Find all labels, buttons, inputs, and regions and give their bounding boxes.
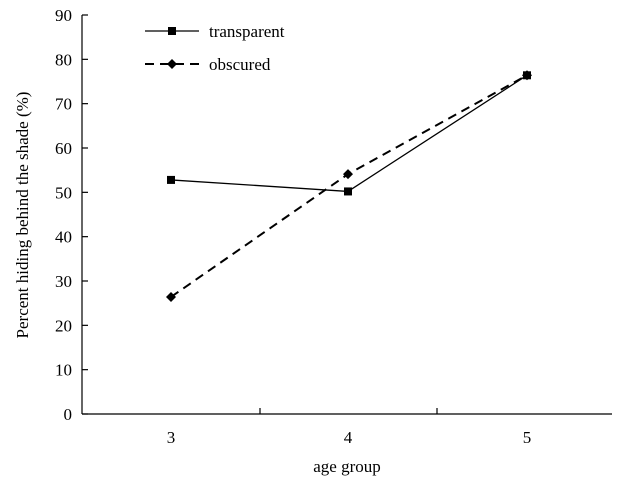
x-tick-label: 5 bbox=[523, 428, 532, 447]
data-point-diamond bbox=[167, 59, 177, 69]
legend: transparent obscured bbox=[145, 22, 285, 74]
y-tick-label: 0 bbox=[64, 405, 73, 424]
data-point-square bbox=[168, 27, 176, 35]
y-tick-label: 30 bbox=[55, 272, 72, 291]
y-axis-title: Percent hiding behind the shade (%) bbox=[13, 92, 32, 339]
y-ticks: 0 10 20 30 40 50 60 70 80 90 bbox=[55, 6, 88, 424]
data-point-square bbox=[344, 187, 352, 196]
legend-label: transparent bbox=[209, 22, 285, 41]
legend-item: obscured bbox=[145, 55, 271, 74]
y-tick-label: 10 bbox=[55, 361, 72, 380]
y-tick-label: 90 bbox=[55, 6, 72, 25]
y-tick-label: 50 bbox=[55, 183, 72, 202]
x-axis-title: age group bbox=[313, 457, 381, 476]
series-obscured bbox=[166, 70, 532, 302]
series-layer bbox=[166, 70, 532, 302]
data-point-diamond bbox=[343, 169, 353, 180]
legend-item: transparent bbox=[145, 22, 285, 41]
data-point-square bbox=[167, 175, 175, 184]
y-tick-label: 20 bbox=[55, 316, 72, 335]
data-point-diamond bbox=[166, 291, 176, 302]
x-tick-label: 4 bbox=[344, 428, 353, 447]
y-tick-label: 40 bbox=[55, 228, 72, 247]
x-tick-label: 3 bbox=[167, 428, 176, 447]
data-point-diamond bbox=[522, 70, 532, 81]
y-tick-label: 60 bbox=[55, 139, 72, 158]
y-tick-label: 80 bbox=[55, 50, 72, 69]
series-line bbox=[170, 74, 528, 298]
y-tick-label: 70 bbox=[55, 95, 72, 114]
axes bbox=[81, 15, 612, 415]
x-ticks: 3 4 5 bbox=[167, 408, 532, 447]
legend-label: obscured bbox=[209, 55, 271, 74]
